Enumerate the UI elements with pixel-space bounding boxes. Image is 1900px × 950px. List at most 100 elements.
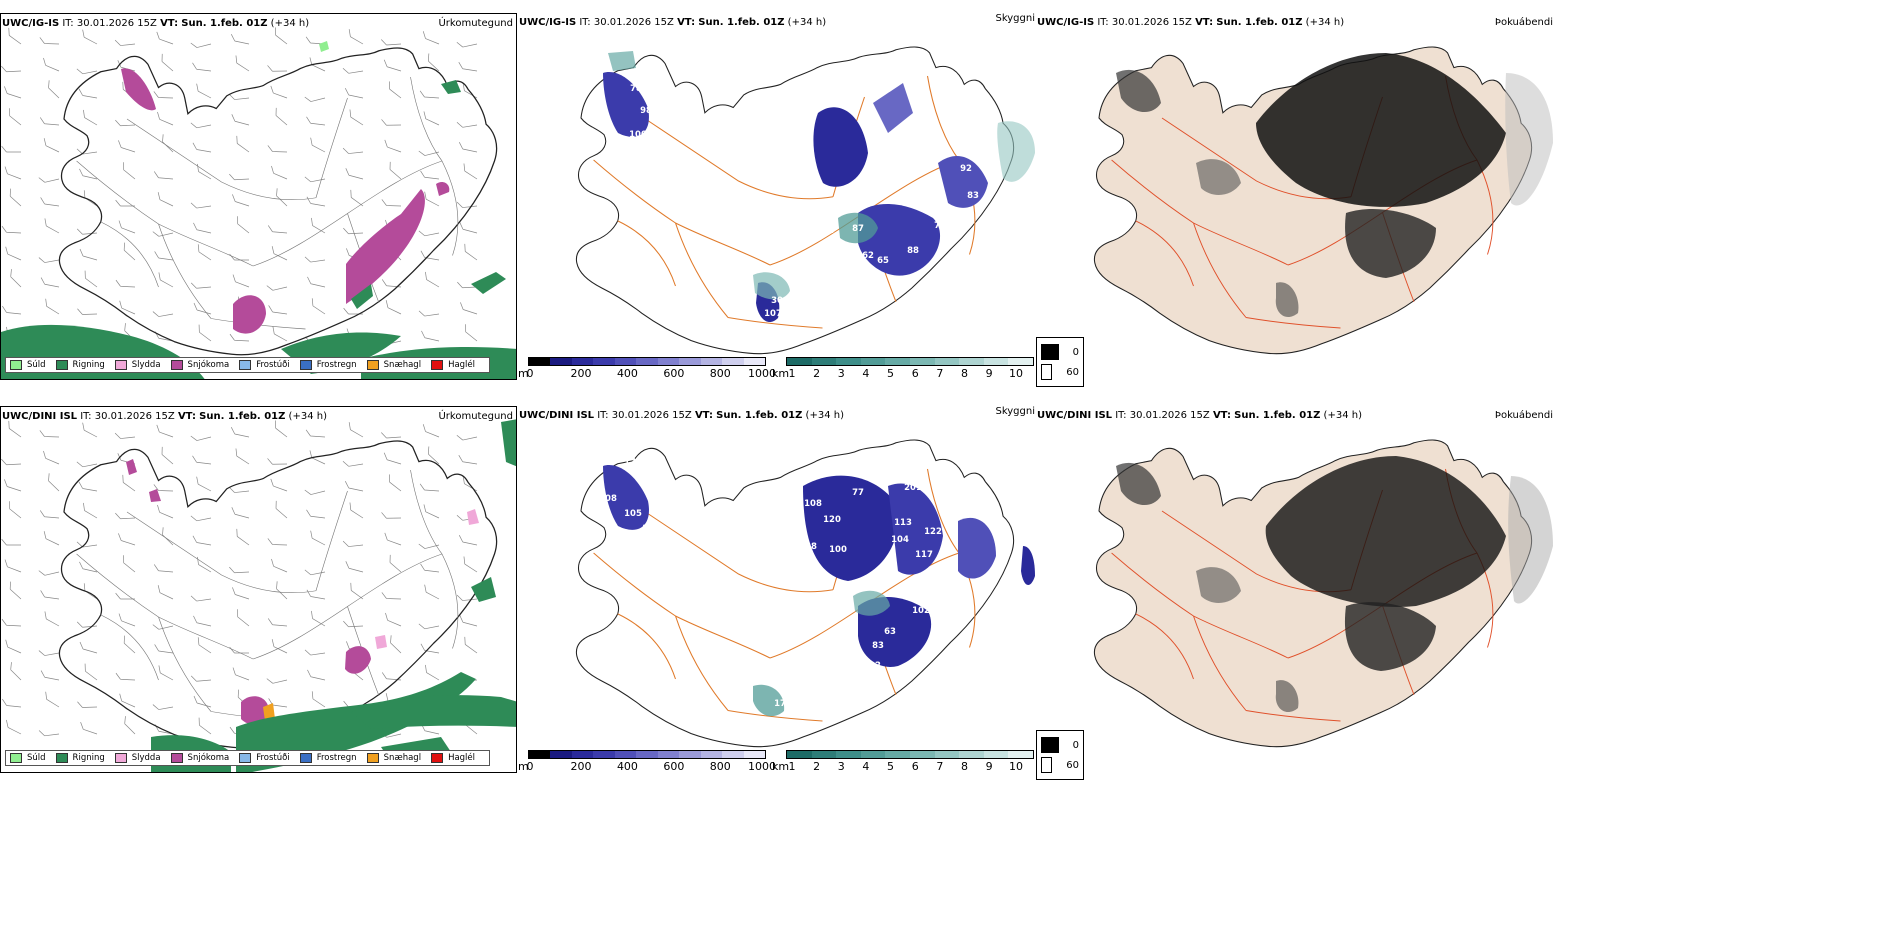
wind-barb	[343, 620, 364, 628]
wind-barb	[198, 717, 212, 735]
legend-item: Haglél	[431, 360, 475, 370]
ceiling-value: 68	[947, 234, 959, 244]
ceiling-color-step	[679, 751, 701, 758]
wind-barb	[311, 298, 326, 315]
wind-barb	[424, 191, 440, 207]
wind-barb	[348, 422, 364, 438]
rain-area	[236, 672, 476, 772]
fog-key-swatch	[1041, 364, 1053, 380]
panel-type-label: Þokuábendi	[1494, 17, 1553, 28]
wind-barb	[266, 678, 288, 684]
wind-barb	[381, 279, 402, 288]
ceiling-value: 108	[804, 499, 822, 509]
ceiling-color-step	[593, 751, 615, 758]
wind-barb	[38, 730, 60, 737]
wind-barb	[114, 39, 136, 46]
wind-barb	[229, 173, 250, 181]
wind-barb	[425, 271, 440, 288]
fog-area	[1275, 680, 1299, 713]
wind-barb	[236, 528, 250, 546]
legend-item: Rigning	[55, 360, 105, 370]
wind-barb	[275, 107, 288, 126]
wind-barb	[427, 53, 440, 72]
ceiling-value: 122	[924, 527, 942, 537]
rain-area	[501, 419, 516, 467]
fog-area	[1116, 69, 1161, 113]
visibility-color-step	[959, 751, 984, 758]
wind-barb	[275, 27, 288, 45]
rain-area	[441, 80, 461, 94]
ceiling-scale-row2: m 0 200 400 600 800 1000	[518, 750, 777, 773]
wind-barb	[236, 135, 250, 153]
map-title: UWC/IG-IS IT: 30.01.2026 15Z VT: Sun. 1.…	[519, 17, 827, 28]
snow-area	[121, 68, 156, 111]
wind-barb	[418, 543, 440, 549]
wind-barb	[306, 196, 326, 207]
panel-type-label: Skyggni	[995, 13, 1035, 24]
legend-swatch	[299, 360, 312, 370]
wind-barb	[271, 639, 288, 654]
map-title: UWC/IG-IS IT: 30.01.2026 15Z VT: Sun. 1.…	[1037, 17, 1345, 28]
panel-type-label: Þokuábendi	[1494, 410, 1553, 421]
wind-barb	[5, 246, 22, 261]
wind-barb	[349, 502, 364, 519]
ceiling-color-step	[657, 358, 680, 365]
wind-barb	[114, 432, 136, 439]
wind-barb	[192, 535, 212, 546]
wind-barb	[4, 166, 22, 180]
wind-barb	[311, 691, 326, 708]
wind-barb	[40, 670, 60, 681]
wind-barb	[40, 197, 60, 207]
wind-barb	[115, 672, 136, 681]
wind-barb	[228, 93, 250, 100]
wind-barb	[420, 170, 440, 180]
wind-barb	[383, 452, 402, 465]
wind-barb	[190, 435, 212, 441]
iceland-outline	[58, 47, 498, 356]
ceiling-color-step	[743, 751, 765, 758]
wind-barb	[193, 695, 212, 708]
snow-area	[149, 489, 161, 502]
wind-barb	[5, 639, 22, 654]
ceiling-value: 92	[960, 164, 972, 174]
visibility-colorbar	[786, 357, 1034, 366]
ceiling-ticks: 0 200 400 600 800 1000	[526, 760, 777, 773]
iceland-outline	[58, 440, 498, 749]
legend-item: Snæhagl	[366, 753, 421, 763]
ceiling-value: 16	[642, 524, 654, 534]
wind-barb	[157, 111, 174, 126]
ceiling-value: 92	[822, 226, 834, 236]
wind-barb	[192, 62, 212, 72]
precip-type-map-row1: UWC/IG-IS IT: 30.01.2026 15Z VT: Sun. 1.…	[0, 13, 517, 380]
wind-barb	[310, 137, 326, 153]
wind-barb	[115, 512, 136, 520]
wind-barb	[381, 672, 402, 681]
wind-barb	[84, 270, 98, 288]
wind-barb	[304, 649, 326, 656]
ceiling-color-step	[614, 358, 637, 365]
wind-barb	[304, 489, 326, 495]
wind-barb	[231, 507, 250, 519]
rain-area	[471, 577, 496, 602]
ceiling-value: 104	[891, 535, 909, 545]
wind-barb	[342, 147, 364, 154]
wind-barb	[1, 65, 22, 73]
wind-barb	[79, 248, 98, 261]
wind-barb	[229, 646, 250, 654]
wind-barb	[153, 564, 174, 573]
wind-barb	[197, 556, 212, 573]
wind-barb	[1, 538, 22, 546]
reduced-visibility-area	[753, 684, 785, 717]
ceiling-value: 17	[774, 699, 786, 709]
wind-barb	[118, 613, 136, 627]
precip-areas	[126, 419, 516, 772]
wind-barb	[304, 96, 326, 102]
wind-barb	[78, 481, 98, 492]
ceiling-color-step	[700, 358, 723, 365]
panel-type-label: Úrkomutegund	[438, 411, 513, 422]
wind-barb	[311, 217, 326, 234]
wind-barb	[420, 563, 440, 573]
wind-barb	[40, 590, 60, 600]
